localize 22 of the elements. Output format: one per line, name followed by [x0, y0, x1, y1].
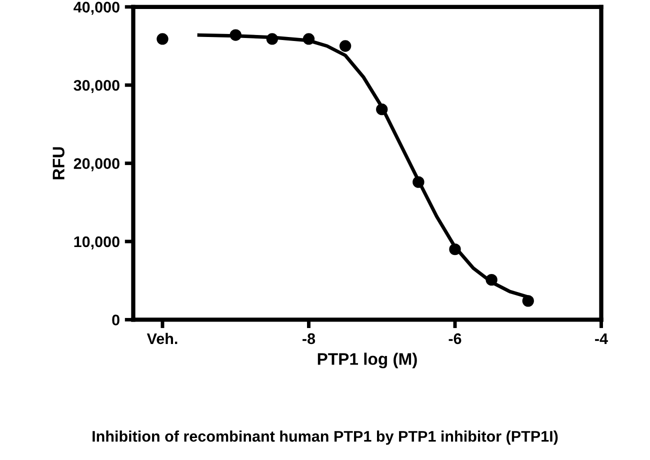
x-tick-label: -8 — [302, 333, 316, 344]
point — [449, 243, 461, 256]
y-tick-label: 0 — [112, 314, 120, 326]
point — [339, 40, 352, 52]
x-tick-label: -4 — [595, 333, 608, 344]
x-axis-title: PTP1 log (M) — [318, 352, 417, 368]
point — [376, 103, 388, 116]
point — [302, 33, 315, 45]
y-axis-title: RFU — [52, 147, 64, 180]
point — [266, 33, 278, 45]
x-tick-label: Veh. — [146, 332, 178, 344]
point — [522, 295, 534, 307]
text: Inhibition of recombinant human PTP1 by PTP1 inhibitor (PTP1I) — [92, 430, 558, 445]
y-tick-label: 10,000 — [74, 236, 120, 250]
y-tick-label: 30,000 — [74, 80, 120, 93]
point — [486, 274, 498, 286]
y-tick-label: 40,000 — [74, 2, 120, 15]
point — [230, 29, 242, 41]
point — [412, 176, 424, 188]
point — [156, 33, 168, 45]
y-tick-label: 20,000 — [74, 158, 120, 172]
x-tick-label: -6 — [448, 333, 462, 344]
